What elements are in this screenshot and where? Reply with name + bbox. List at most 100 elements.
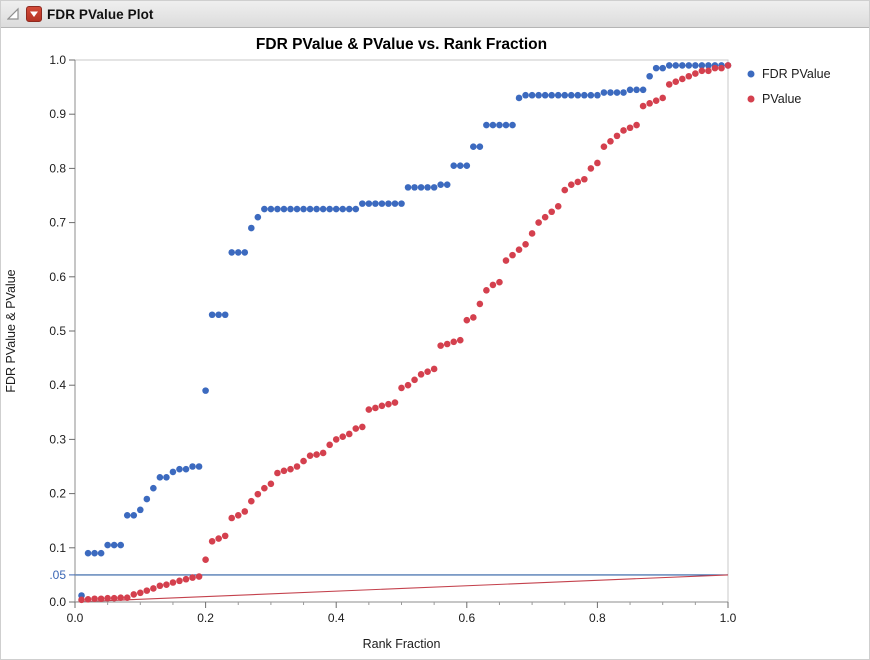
data-point[interactable] (280, 467, 288, 475)
data-point[interactable] (541, 213, 549, 221)
data-point[interactable] (385, 200, 392, 207)
data-point[interactable] (221, 311, 229, 319)
data-point[interactable] (652, 97, 660, 104)
data-point[interactable] (535, 219, 542, 226)
data-point[interactable] (483, 287, 490, 294)
data-point[interactable] (554, 91, 562, 99)
data-point[interactable] (718, 64, 725, 72)
data-point[interactable] (698, 62, 706, 69)
data-point[interactable] (620, 89, 627, 96)
data-point[interactable] (156, 474, 164, 481)
legend-marker[interactable] (747, 95, 755, 103)
data-point[interactable] (306, 205, 314, 213)
data-point[interactable] (594, 91, 601, 99)
data-point[interactable] (261, 484, 268, 492)
data-point[interactable] (234, 511, 242, 519)
data-point[interactable] (509, 251, 516, 259)
data-point[interactable] (483, 121, 490, 129)
data-point[interactable] (548, 91, 555, 99)
data-point[interactable] (150, 484, 157, 492)
outline-triangle-icon[interactable] (7, 7, 21, 21)
data-point[interactable] (287, 205, 294, 213)
data-point[interactable] (254, 213, 262, 221)
data-point[interactable] (652, 64, 660, 72)
data-point[interactable] (182, 465, 190, 473)
data-point[interactable] (156, 582, 164, 590)
data-point[interactable] (123, 511, 131, 519)
data-point[interactable] (189, 574, 196, 581)
data-point[interactable] (78, 596, 85, 604)
data-point[interactable] (339, 433, 347, 440)
data-point[interactable] (535, 91, 542, 99)
data-point[interactable] (359, 200, 366, 207)
data-point[interactable] (626, 124, 634, 132)
data-point[interactable] (352, 205, 360, 213)
data-point[interactable] (522, 91, 529, 99)
data-point[interactable] (678, 62, 686, 69)
data-point[interactable] (430, 365, 438, 373)
data-point[interactable] (326, 205, 333, 213)
data-point[interactable] (332, 205, 340, 213)
data-point[interactable] (698, 67, 706, 75)
data-point[interactable] (228, 514, 236, 522)
data-point[interactable] (202, 387, 209, 394)
data-point[interactable] (169, 468, 177, 476)
data-point[interactable] (411, 184, 418, 191)
data-point[interactable] (594, 159, 601, 167)
data-point[interactable] (705, 62, 712, 69)
data-point[interactable] (176, 577, 183, 585)
data-point[interactable] (417, 184, 425, 191)
data-point[interactable] (293, 205, 301, 213)
data-point[interactable] (372, 200, 379, 207)
data-point[interactable] (110, 594, 118, 602)
data-point[interactable] (365, 406, 373, 413)
data-point[interactable] (326, 441, 333, 449)
data-point[interactable] (496, 121, 503, 129)
data-point[interactable] (163, 474, 170, 481)
data-point[interactable] (515, 94, 523, 102)
data-point[interactable] (345, 430, 353, 438)
data-point[interactable] (123, 594, 131, 601)
data-point[interactable] (91, 595, 98, 603)
data-point[interactable] (489, 281, 497, 289)
data-point[interactable] (574, 91, 582, 99)
data-point[interactable] (104, 541, 111, 549)
data-point[interactable] (665, 81, 673, 88)
data-point[interactable] (391, 200, 399, 207)
data-point[interactable] (300, 457, 307, 465)
data-point[interactable] (685, 62, 693, 69)
data-point[interactable] (437, 342, 444, 349)
data-point[interactable] (581, 175, 588, 183)
data-point[interactable] (672, 62, 680, 69)
data-point[interactable] (241, 249, 249, 256)
data-point[interactable] (587, 91, 595, 99)
data-point[interactable] (143, 495, 151, 503)
data-point[interactable] (470, 143, 477, 151)
data-point[interactable] (659, 64, 666, 72)
legend-label[interactable]: FDR PValue (762, 67, 831, 81)
data-point[interactable] (359, 423, 366, 431)
data-point[interactable] (352, 425, 360, 432)
data-point[interactable] (541, 91, 549, 99)
data-point[interactable] (476, 143, 484, 151)
data-point[interactable] (365, 200, 373, 207)
data-point[interactable] (613, 89, 621, 96)
data-point[interactable] (470, 314, 477, 321)
data-point[interactable] (443, 340, 451, 348)
data-point[interactable] (280, 205, 288, 213)
data-point[interactable] (417, 371, 425, 378)
data-point[interactable] (378, 200, 386, 207)
data-point[interactable] (450, 338, 458, 346)
data-point[interactable] (254, 490, 262, 498)
data-point[interactable] (385, 400, 392, 408)
data-point[interactable] (646, 100, 653, 107)
data-point[interactable] (169, 579, 177, 586)
data-point[interactable] (430, 184, 438, 191)
data-point[interactable] (104, 594, 111, 602)
data-point[interactable] (84, 595, 92, 603)
data-point[interactable] (97, 595, 105, 603)
data-point[interactable] (600, 89, 608, 96)
data-point[interactable] (91, 549, 98, 557)
data-point[interactable] (195, 463, 203, 470)
data-point[interactable] (215, 311, 222, 319)
